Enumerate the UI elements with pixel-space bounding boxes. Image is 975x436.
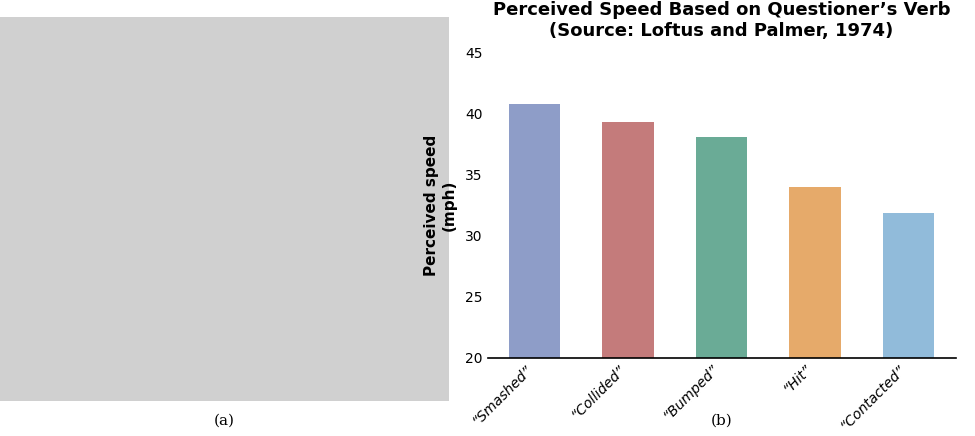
Bar <box>790 187 840 358</box>
Text: (b): (b) <box>711 413 732 427</box>
Bar <box>509 104 561 358</box>
Bar <box>696 136 747 358</box>
Text: (a): (a) <box>214 413 235 427</box>
Y-axis label: Perceived speed
(mph): Perceived speed (mph) <box>424 134 457 276</box>
Title: Perceived Speed Based on Questioner’s Verb
(Source: Loftus and Palmer, 1974): Perceived Speed Based on Questioner’s Ve… <box>492 1 951 40</box>
Bar <box>882 214 934 358</box>
Bar <box>603 122 653 358</box>
